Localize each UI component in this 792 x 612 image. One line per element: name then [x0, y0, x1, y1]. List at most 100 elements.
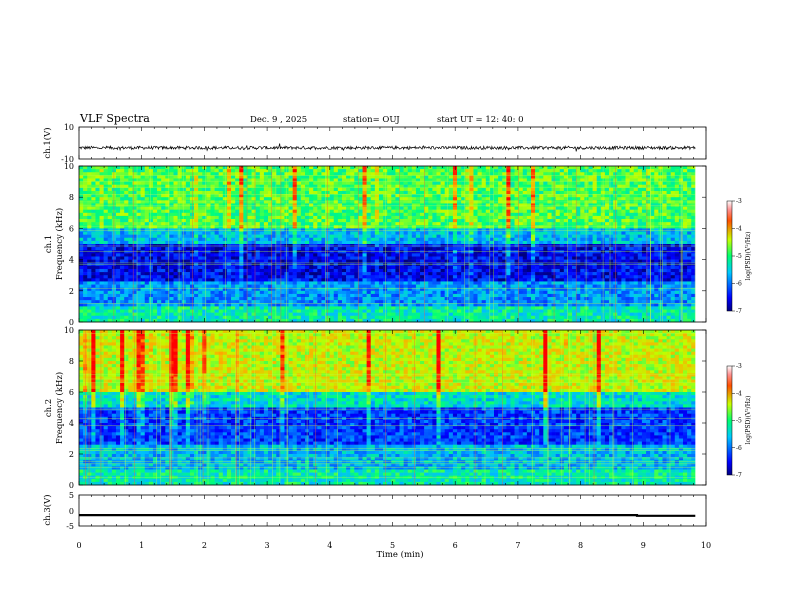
- spectrogram-cell: [633, 250, 639, 254]
- spectrogram-cell: [485, 187, 491, 192]
- spectrogram-cell: [584, 222, 589, 226]
- spectrogram-cell: [522, 259, 528, 264]
- spectrogram-cell: [288, 219, 293, 223]
- spectrogram-cell: [432, 175, 437, 179]
- spectrogram-cell: [543, 181, 548, 186]
- spectrogram-cell: [374, 181, 380, 186]
- spectrogram-cell: [567, 181, 573, 186]
- spectrogram-cell: [674, 219, 680, 223]
- spectrogram-cell: [354, 219, 359, 223]
- spectrogram-cell: [407, 184, 413, 189]
- spectrogram-cell: [333, 172, 339, 176]
- spectrogram-cell: [218, 175, 224, 179]
- spectrogram-cell: [161, 234, 166, 239]
- spectrogram-cell: [576, 212, 581, 217]
- spectrogram-cell: [683, 222, 688, 226]
- spectrogram-cell: [132, 259, 137, 264]
- spectrogram-cell: [391, 181, 396, 186]
- spectrogram-cell: [650, 190, 655, 195]
- spectrogram-cell: [551, 228, 556, 232]
- spectrogram-cell: [662, 181, 667, 186]
- spectrogram-cell: [609, 172, 614, 176]
- spectrogram-cell: [670, 228, 676, 232]
- spectrogram-cell: [366, 187, 372, 192]
- spectrogram-cell: [646, 250, 651, 254]
- spectrogram-cell: [522, 234, 528, 239]
- spectrogram-cell: [280, 259, 285, 264]
- spectrogram-cell: [641, 237, 647, 242]
- spectrogram-cell: [259, 215, 265, 220]
- spectrogram-cell: [604, 194, 610, 198]
- spectrogram-cell: [691, 206, 696, 210]
- spectrogram-cell: [592, 187, 598, 192]
- spectrogram-cell: [502, 187, 507, 192]
- spectrogram-cell: [198, 206, 203, 210]
- spectrogram-cell: [79, 234, 84, 239]
- spectrogram-cell: [502, 169, 507, 173]
- spectrogram-cell: [181, 166, 187, 170]
- spectrogram-cell: [588, 253, 593, 257]
- spectrogram-cell: [173, 172, 178, 176]
- spectrogram-cell: [428, 197, 433, 201]
- spectrogram-cell: [181, 259, 187, 264]
- spectrogram-cell: [235, 197, 240, 201]
- spectrogram-cell: [226, 265, 232, 270]
- spectrogram-cell: [222, 259, 228, 264]
- spectrogram-cell: [276, 166, 281, 170]
- spectrogram-cell: [124, 256, 129, 260]
- spectrogram-cell: [194, 222, 199, 226]
- spectrogram-cell: [333, 212, 339, 217]
- spectrogram-cell: [350, 194, 355, 198]
- spectrogram-cell: [124, 222, 129, 226]
- spectrogram-cell: [231, 234, 236, 239]
- spectrogram-cell: [457, 231, 462, 235]
- spectrogram-cell: [107, 265, 113, 270]
- spectrogram-cell: [428, 225, 433, 229]
- spectrogram-cell: [95, 184, 100, 189]
- spectrogram-cell: [276, 253, 281, 257]
- spectrogram-cell: [296, 190, 302, 195]
- spectrogram-cell: [465, 259, 470, 264]
- spectrogram-cell: [251, 172, 256, 176]
- spectrogram-cell: [95, 222, 100, 226]
- spectrogram-cell: [391, 190, 396, 195]
- spectrogram-cell: [576, 234, 581, 239]
- spectrogram-cell: [181, 178, 187, 182]
- spectrogram-cell: [625, 244, 630, 248]
- spectrogram-cell: [165, 247, 170, 251]
- spectrogram-cell: [444, 228, 450, 232]
- spectrogram-cell: [399, 256, 404, 260]
- spectrogram-cell: [313, 259, 318, 264]
- spectrogram-cell: [251, 222, 256, 226]
- spectrogram-cell: [321, 225, 326, 229]
- spectrogram-cell: [543, 244, 548, 248]
- spectrogram-cell: [169, 197, 174, 201]
- spectrogram-cell: [251, 244, 256, 248]
- spectrogram-cell: [461, 197, 466, 201]
- spectrogram-cell: [510, 190, 515, 195]
- spectrogram-cell: [498, 219, 503, 223]
- spectrogram-cell: [157, 256, 162, 260]
- spectrogram-cell: [313, 184, 318, 189]
- spectrogram-cell: [387, 203, 392, 207]
- spectrogram-cell: [354, 172, 359, 176]
- spectrogram-cell: [518, 225, 524, 229]
- spectrogram-cell: [604, 212, 610, 217]
- spectrogram-cell: [202, 244, 207, 248]
- spectrogram-cell: [403, 169, 409, 173]
- spectrogram-cell: [124, 172, 129, 176]
- spectrogram-cell: [313, 178, 318, 182]
- spectrogram-cell: [559, 190, 565, 195]
- spectrogram-cell: [547, 247, 552, 251]
- spectrogram-cell: [551, 250, 556, 254]
- spectrogram-cell: [148, 203, 154, 207]
- spectrogram-cell: [617, 253, 622, 257]
- spectrogram-cell: [477, 259, 482, 264]
- spectrogram-cell: [543, 250, 548, 254]
- spectrogram-cell: [341, 250, 347, 254]
- spectrogram-cell: [83, 253, 88, 257]
- spectrogram-cell: [152, 197, 158, 201]
- spectrogram-cell: [592, 194, 598, 198]
- spectrogram-cell: [107, 247, 113, 251]
- spectrogram-cell: [280, 206, 285, 210]
